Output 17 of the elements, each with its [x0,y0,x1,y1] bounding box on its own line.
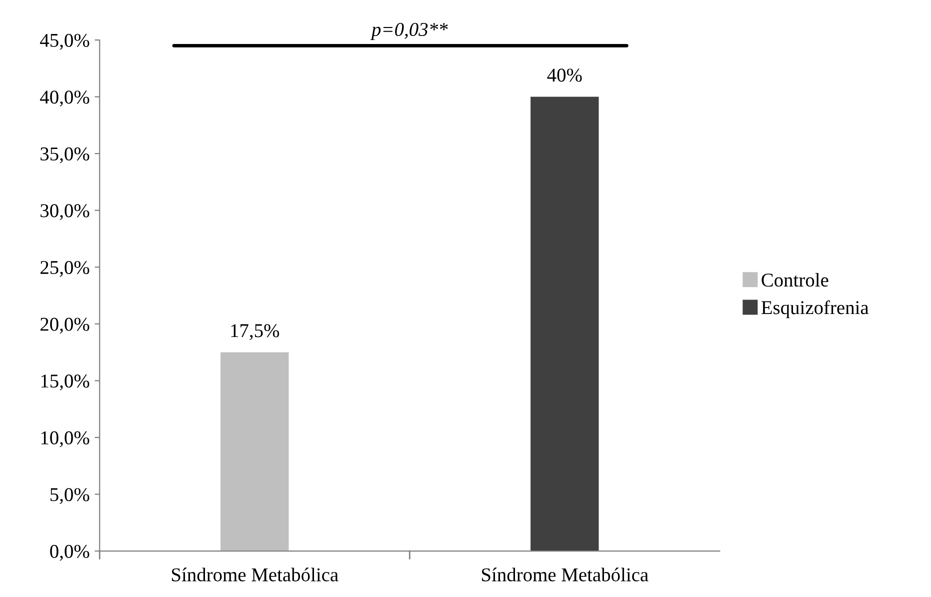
data-label: 17,5% [231,324,280,340]
y-tick-label: 10,0% [41,431,90,448]
x-tick-label: Síndrome Metabólica [172,568,338,582]
data-label: 40% [547,68,582,82]
x-tick-label: Síndrome Metabólica [482,568,648,582]
y-tick-label: 0,0% [50,544,90,561]
y-tick-label: 20,0% [40,318,90,334]
y-tick-label: 45,0% [40,34,90,50]
legend-label: Controle [762,272,828,287]
y-tick-label: 15,0% [41,374,90,390]
y-tick-label: 30,0% [40,204,90,220]
y-tick-label: 25,0% [40,260,90,277]
annotation: p=0,03** [370,22,448,40]
legend-label: Esquizofrenia [761,300,869,318]
y-tick-label: 35,0% [40,147,90,164]
y-tick-label: 40,0% [40,90,90,107]
y-tick-label: 5,0% [50,488,90,504]
